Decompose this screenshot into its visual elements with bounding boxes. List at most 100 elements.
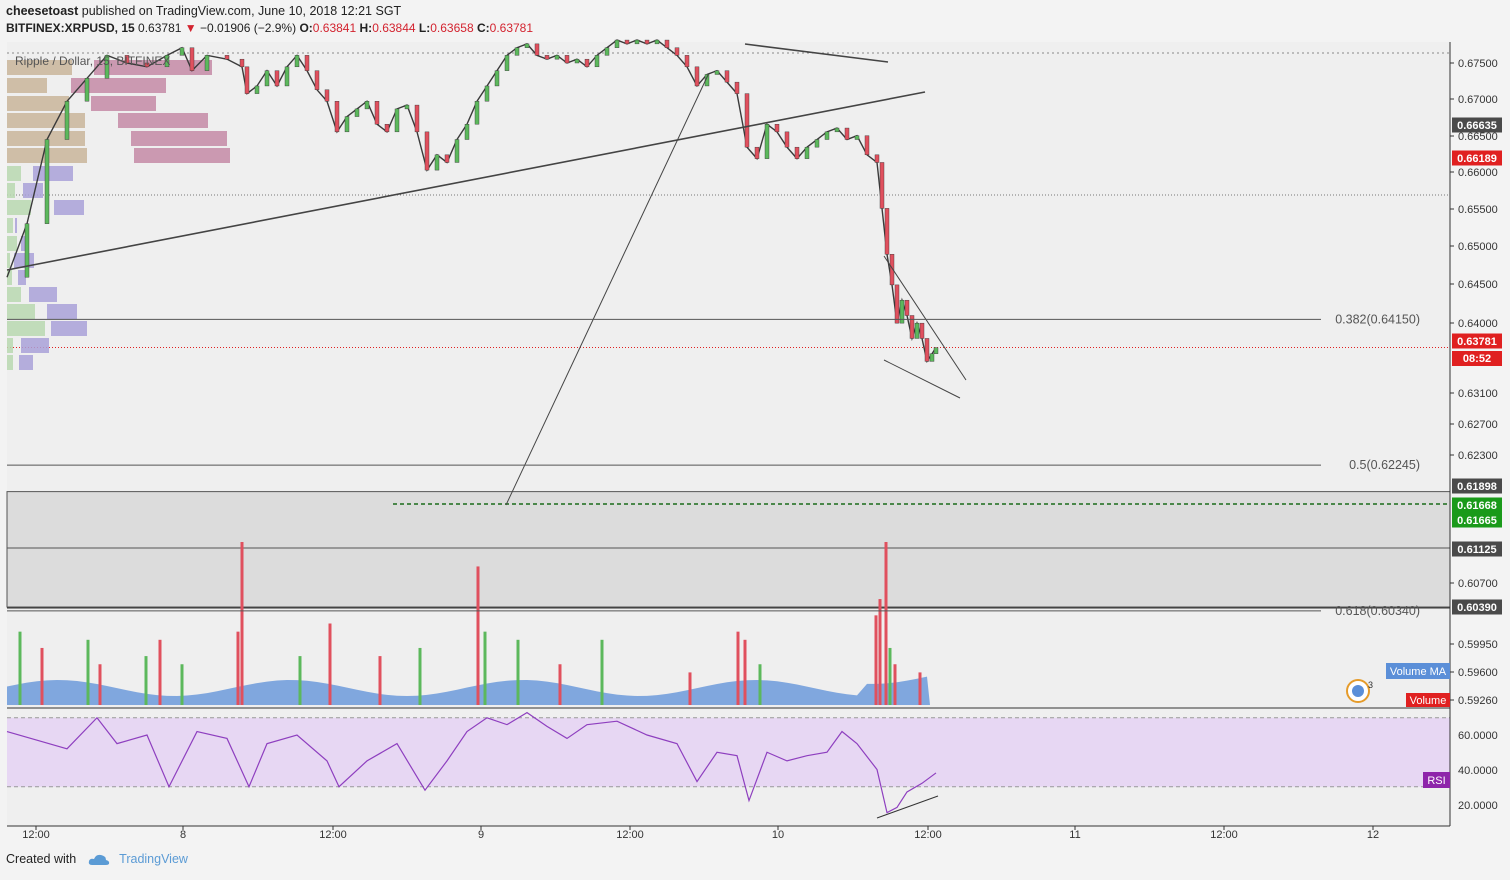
price-label-text: 0.63781 (1457, 336, 1497, 348)
volume-bar (483, 631, 487, 705)
countdown-box (1452, 351, 1502, 366)
candle (924, 338, 930, 362)
symbol-label[interactable]: BITFINEX:XRPUSD, 15 (6, 21, 135, 35)
candle (454, 139, 460, 163)
price-label-box (1452, 541, 1502, 557)
series-title: Ripple / Dollar, 15, BITFINEX (15, 54, 170, 68)
candle (844, 127, 850, 140)
candle (764, 124, 770, 159)
high-value: 0.63844 (372, 21, 416, 35)
profile-bar-up (7, 287, 21, 302)
candle (264, 70, 270, 87)
profile-bar-up (7, 304, 35, 319)
candle (874, 154, 880, 163)
low-value: 0.63658 (430, 21, 474, 35)
candle (494, 70, 500, 87)
candle (244, 66, 250, 94)
candle (544, 55, 550, 60)
candle (254, 85, 260, 94)
candle (534, 43, 540, 56)
close-value: 0.63781 (489, 21, 534, 35)
candle (164, 55, 170, 68)
volume-bar (144, 656, 148, 705)
candle (624, 39, 630, 45)
candle (634, 39, 640, 45)
top-trendline[interactable] (744, 43, 889, 63)
candle (754, 146, 760, 159)
price-tick-label: 0.59600 (1458, 667, 1498, 679)
profile-bar-up (7, 321, 45, 336)
down-arrow-icon: ▼ (184, 21, 197, 35)
profile-bar-down (21, 338, 49, 353)
candle (674, 47, 680, 56)
price-tick-label: 0.65500 (1458, 204, 1498, 216)
candle (394, 108, 400, 133)
candle (344, 116, 350, 133)
candle (684, 55, 690, 68)
wedge-upper-line[interactable] (883, 255, 967, 381)
candle (664, 39, 670, 48)
candle (404, 104, 410, 110)
time-tick-label: 12 (1367, 829, 1379, 841)
price-tick-label: 0.66500 (1458, 131, 1498, 143)
candle (514, 47, 520, 56)
candle (904, 299, 910, 316)
price-tick-label: 0.64000 (1458, 318, 1498, 330)
price-label-text: 0.61898 (1457, 481, 1497, 493)
time-tick-label: 12:00 (1210, 829, 1238, 841)
price-tick-label: 0.60700 (1458, 578, 1498, 590)
candle (239, 58, 245, 68)
wedge-lower-line[interactable] (883, 359, 961, 399)
volume-bar (98, 664, 102, 705)
price-tick-label: 0.67000 (1458, 94, 1498, 106)
price-label-text: 0.66635 (1457, 120, 1497, 132)
volume-bar (298, 656, 302, 705)
profile-bar-up (7, 78, 47, 93)
candle (104, 55, 110, 79)
candle (654, 39, 660, 45)
price-label-text: 0.66189 (1457, 153, 1497, 165)
candle (889, 254, 895, 286)
candle (714, 70, 720, 75)
price-tick-label: 0.66000 (1458, 167, 1498, 179)
author-name[interactable]: cheesetoast (6, 4, 79, 18)
open-value: 0.63841 (312, 21, 357, 35)
drawing-layer[interactable] (6, 43, 967, 506)
price-tick-label: 0.59950 (1458, 639, 1498, 651)
profile-bar-up (7, 253, 10, 268)
volume-bar (476, 566, 480, 705)
fib-anchor-line[interactable] (505, 74, 709, 506)
candle (724, 70, 730, 83)
idea-icon[interactable]: 3 (1346, 679, 1373, 703)
profile-bar-up (7, 355, 13, 370)
candle (354, 108, 360, 117)
rising-trendline[interactable] (6, 91, 926, 271)
volume-bar (240, 542, 244, 705)
profile-bar-up (7, 166, 21, 181)
profile-bar-down (131, 131, 227, 146)
candle (179, 47, 185, 56)
price-tick-label: 0.62300 (1458, 450, 1498, 462)
rsi-label: RSI (1427, 775, 1445, 787)
price-tick-label: 0.62700 (1458, 419, 1498, 431)
candle (304, 55, 310, 71)
volume-ma-label: Volume MA (1390, 666, 1447, 678)
candle (909, 315, 915, 339)
candle (774, 124, 780, 133)
profile-bar-down (29, 287, 57, 302)
candle (434, 154, 440, 171)
profile-bar-down (71, 78, 166, 93)
low-label: L: (418, 21, 431, 35)
candle (854, 135, 860, 140)
price-label-box (1452, 150, 1502, 166)
candle (274, 70, 280, 87)
footer: Created with TradingView (6, 852, 188, 872)
profile-bar-down (19, 355, 33, 370)
time-tick-label: 12:00 (914, 829, 942, 841)
volume-bar (874, 615, 878, 705)
volume-bar (180, 664, 184, 705)
price-label-text: 0.61125 (1457, 544, 1496, 556)
volume-bar (236, 631, 240, 705)
tradingview-brand[interactable]: TradingView (119, 852, 188, 866)
